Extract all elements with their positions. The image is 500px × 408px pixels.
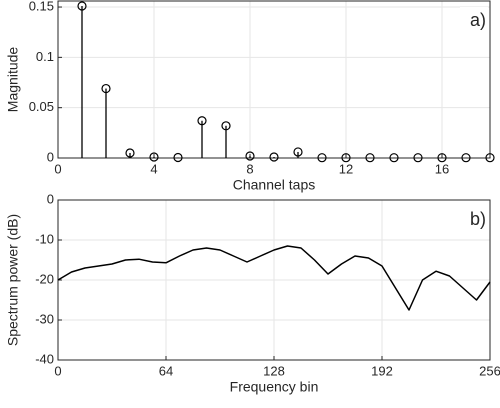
y-tick-label: -20 <box>35 271 54 286</box>
stem-marker <box>77 1 87 11</box>
stem-marker <box>461 153 471 163</box>
x-tick-label: 12 <box>339 161 353 176</box>
stem-marker <box>197 116 207 126</box>
stem-marker <box>173 152 183 163</box>
y-tick-label: 0 <box>47 191 54 206</box>
x-tick-label: 0 <box>54 161 61 176</box>
y-axis-label: Magnitude <box>5 47 21 113</box>
x-axis-label: Channel taps <box>233 177 316 193</box>
stem-marker <box>341 153 351 163</box>
x-tick-label: 192 <box>371 363 393 378</box>
x-tick-label: 16 <box>435 161 449 176</box>
stem-marker <box>221 121 231 131</box>
stem-marker <box>437 153 447 163</box>
annotation-bg <box>460 206 488 232</box>
stem-marker <box>149 152 159 162</box>
stem-marker <box>485 153 495 163</box>
x-axis-label: Frequency bin <box>230 379 319 395</box>
line-series <box>57 245 491 311</box>
y-tick-label: 0.05 <box>29 99 54 114</box>
x-tick-label: 4 <box>150 161 157 176</box>
stem-marker <box>317 153 327 163</box>
x-tick-label: 256 <box>479 363 500 378</box>
stem-marker <box>293 147 303 157</box>
stem-marker <box>413 153 423 163</box>
y-tick-label: 0.1 <box>36 49 54 64</box>
stem-marker <box>125 148 135 158</box>
annotation-bg <box>460 7 488 33</box>
x-tick-label: 8 <box>246 161 253 176</box>
stem-marker <box>245 151 255 161</box>
annotation: a) <box>470 10 486 30</box>
subplot: 0 64 128 192 256 -40 -30 -20 -10 0 b) Frequency bin… <box>5 191 500 394</box>
annotation: b) <box>470 209 486 229</box>
axes-frame <box>57 0 491 159</box>
stem-marker <box>101 83 111 94</box>
y-tick-label: 0 <box>47 149 54 164</box>
x-tick-label: 0 <box>54 363 61 378</box>
y-axis-label: Spectrum power (dB) <box>5 214 21 346</box>
stem-marker <box>389 153 399 163</box>
stem-marker <box>365 153 375 163</box>
y-tick-label: -40 <box>35 351 54 366</box>
x-tick-label: 128 <box>263 363 285 378</box>
y-tick-label: -30 <box>35 311 54 326</box>
stem-marker <box>269 152 279 162</box>
x-tick-label: 64 <box>159 363 173 378</box>
y-tick-label: -10 <box>35 231 54 246</box>
subplot: 0 4 8 12 16 0 0.05 0.1 0.15 a) Channel taps Magnitu… <box>5 0 495 193</box>
y-tick-label: 0.15 <box>29 0 54 13</box>
